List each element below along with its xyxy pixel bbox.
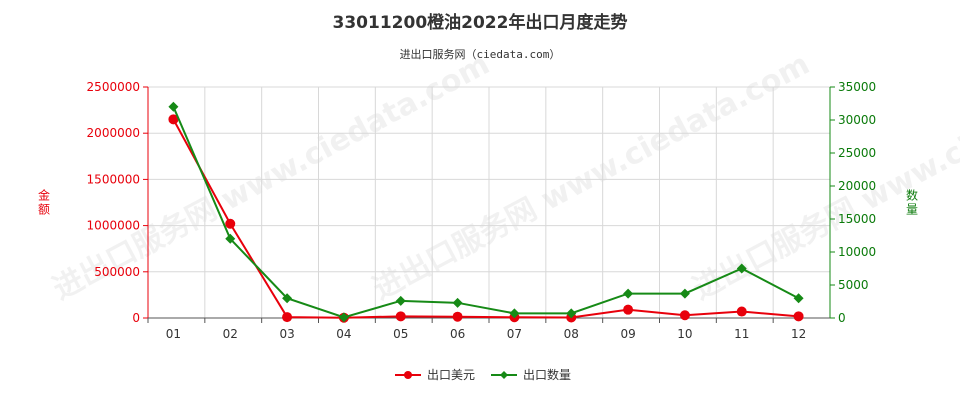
x-tick-label: 06 — [450, 327, 465, 341]
legend-marker-circle — [404, 371, 412, 379]
y-right-tick-label: 10000 — [838, 245, 876, 259]
y-right-tick-label: 15000 — [838, 212, 876, 226]
y-right-tick-label: 0 — [838, 311, 846, 325]
data-point-diamond — [736, 263, 747, 274]
x-tick-label: 09 — [620, 327, 635, 341]
data-point-diamond — [623, 288, 634, 299]
y-left-axis-title: 金额 — [38, 188, 50, 217]
x-tick-label: 10 — [677, 327, 692, 341]
y-right-axis-title: 数量 — [906, 188, 918, 217]
y-left-tick-label: 1500000 — [87, 172, 140, 186]
data-point-diamond — [225, 233, 236, 244]
x-tick-label: 01 — [166, 327, 181, 341]
series-line-2 — [172, 106, 800, 319]
data-point-diamond — [679, 288, 690, 299]
legend-label: 出口美元 — [427, 368, 475, 382]
y-right-tick-label: 25000 — [838, 146, 876, 160]
y-left-tick-label: 0 — [132, 311, 140, 325]
chart-title: 33011200橙油2022年出口月度走势 — [332, 13, 628, 33]
y-right-tick-label: 5000 — [838, 278, 869, 292]
chart-subtitle: 进出口服务网（ciedata.com） — [399, 48, 561, 61]
y-left-tick-label: 500000 — [94, 265, 140, 279]
data-point-diamond — [395, 295, 406, 306]
legend: 出口美元 出口数量 — [395, 367, 571, 382]
data-point-circle — [793, 311, 804, 322]
data-point-circle — [395, 311, 406, 322]
y-right-tick-label: 30000 — [838, 113, 876, 127]
data-point-diamond — [793, 293, 804, 304]
data-point-circle — [623, 304, 634, 315]
x-tick-label: 12 — [791, 327, 806, 341]
x-tick-label: 03 — [279, 327, 294, 341]
x-tick-label: 07 — [507, 327, 522, 341]
data-point-diamond — [282, 293, 293, 304]
y-right-tick-label: 35000 — [838, 80, 876, 94]
legend-marker-diamond — [500, 371, 508, 379]
data-point-circle — [168, 114, 179, 125]
data-point-circle — [225, 218, 236, 229]
data-point-diamond — [338, 312, 349, 323]
x-tick-label: 04 — [336, 327, 351, 341]
x-tick-label: 11 — [734, 327, 749, 341]
axes: 0 500000 1000000 1500000 2000000 2500000 0 5000… — [38, 80, 918, 341]
y-left-tick-label: 2000000 — [87, 126, 140, 140]
y-right-tick-label: 20000 — [838, 179, 876, 193]
y-left-tick-label: 1000000 — [87, 219, 140, 233]
data-point-diamond — [452, 297, 463, 308]
data-point-diamond — [509, 308, 520, 319]
data-point-circle — [452, 311, 463, 322]
data-point-circle — [736, 306, 747, 317]
data-point-circle — [679, 310, 690, 321]
y-left-tick-label: 2500000 — [87, 80, 140, 94]
series-layer — [168, 101, 804, 323]
legend-label: 出口数量 — [523, 367, 571, 382]
x-tick-label: 08 — [564, 327, 579, 341]
x-tick-label: 02 — [223, 327, 238, 341]
data-point-circle — [282, 312, 293, 323]
series-line-1 — [172, 118, 799, 319]
data-point-diamond — [566, 308, 577, 319]
x-tick-label: 05 — [393, 327, 408, 341]
data-point-diamond — [168, 101, 179, 112]
